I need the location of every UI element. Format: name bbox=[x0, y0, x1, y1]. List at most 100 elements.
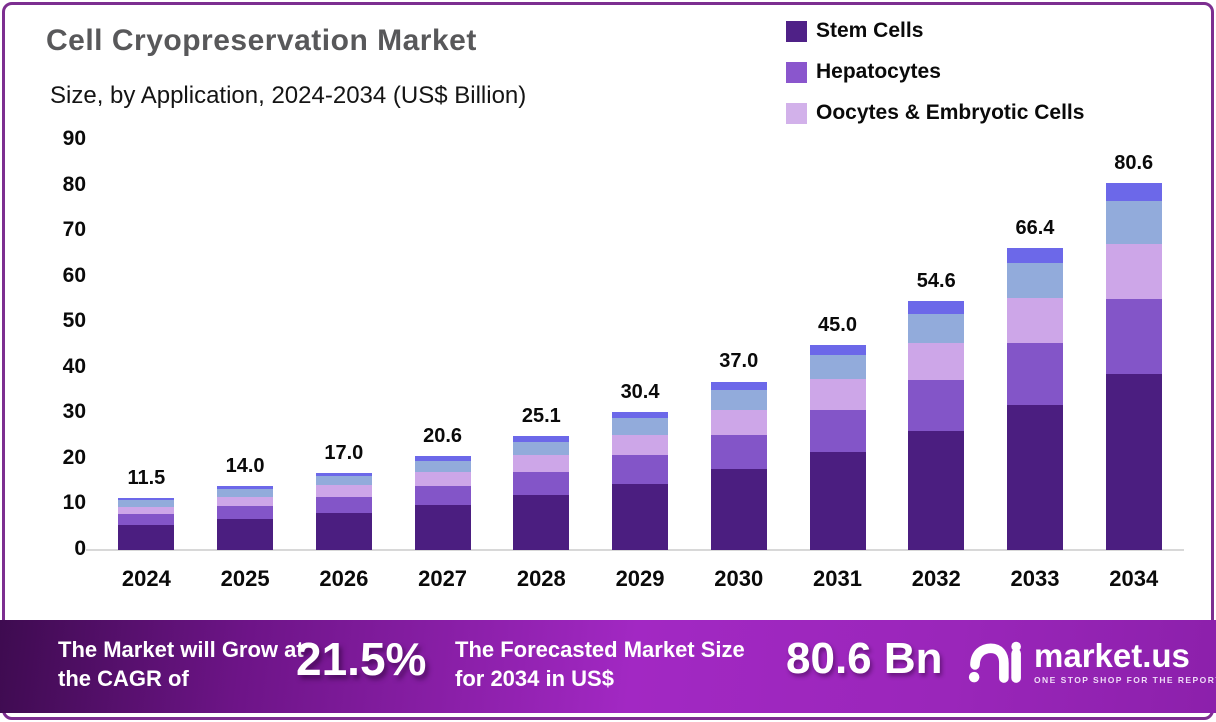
y-tick-label: 70 bbox=[62, 218, 86, 242]
bar-segment bbox=[315, 496, 372, 513]
bar-segment bbox=[908, 313, 965, 343]
legend-label: Hepatocytes bbox=[816, 60, 941, 83]
bar-segment bbox=[1105, 373, 1162, 550]
bar-segment bbox=[809, 451, 866, 550]
bar-segment bbox=[513, 495, 570, 550]
bar-column-2025: 14.0 bbox=[196, 140, 295, 550]
bar-segment bbox=[710, 434, 767, 469]
cagr-value: 21.5% bbox=[296, 633, 427, 685]
bar-segment bbox=[908, 342, 965, 380]
bar-segment bbox=[315, 512, 372, 550]
bar-segment bbox=[1105, 244, 1162, 299]
x-tick-label: 2029 bbox=[615, 566, 665, 591]
bar-segment bbox=[315, 485, 372, 497]
bar-segment bbox=[513, 441, 570, 456]
bar-total-label: 45.0 bbox=[818, 314, 857, 336]
legend-item: Oocytes & Embryotic Cells bbox=[786, 101, 1085, 124]
y-tick-label: 30 bbox=[62, 400, 86, 424]
y-tick-label: 0 bbox=[74, 537, 86, 560]
bar-total-label: 14.0 bbox=[225, 455, 265, 478]
bar-segment bbox=[414, 504, 471, 550]
y-tick-label: 40 bbox=[62, 354, 86, 378]
y-tick-label: 50 bbox=[62, 309, 86, 333]
legend: Stem Cells Hepatocytes Oocytes & Embryotic… bbox=[786, 19, 1085, 143]
brand-name: market.us bbox=[1034, 637, 1190, 674]
x-tick-label: 2034 bbox=[1109, 566, 1159, 591]
bar-segment bbox=[118, 524, 175, 550]
bar-segment bbox=[1105, 201, 1162, 245]
forecast-label: The Forecasted Market Size for 2034 in U… bbox=[455, 637, 745, 691]
bar-column-2033: 66.4 bbox=[986, 140, 1085, 550]
bar-segment bbox=[809, 379, 866, 410]
stacked-bar bbox=[315, 472, 372, 550]
stacked-bar bbox=[217, 486, 274, 550]
bar-segment bbox=[809, 345, 866, 356]
bar-segment bbox=[710, 409, 767, 435]
bar-segment bbox=[710, 389, 767, 410]
x-tick-label: 2032 bbox=[911, 566, 961, 591]
stacked-bar bbox=[1105, 182, 1162, 550]
bar-total-label: 54.6 bbox=[916, 270, 956, 293]
stacked-bar bbox=[908, 301, 965, 550]
x-tick-label: 2025 bbox=[220, 566, 270, 591]
legend-item: Hepatocytes bbox=[786, 60, 1084, 83]
stacked-bar bbox=[1006, 247, 1063, 550]
stacked-bar bbox=[118, 497, 175, 550]
stacked-bar bbox=[710, 381, 767, 550]
bar-segment bbox=[710, 468, 767, 550]
bar-total-label: 17.0 bbox=[324, 441, 364, 464]
legend-swatch bbox=[786, 102, 807, 124]
bar-column-2032: 54.6 bbox=[887, 140, 986, 550]
bar-segment bbox=[217, 496, 274, 507]
bar-total-label: 37.0 bbox=[719, 350, 759, 373]
bar-segment bbox=[513, 472, 570, 496]
bar-segment bbox=[1006, 342, 1063, 405]
stacked-bar bbox=[809, 345, 866, 550]
bar-segment bbox=[217, 486, 274, 490]
bar-segment bbox=[217, 519, 274, 550]
bar-total-label: 11.5 bbox=[127, 466, 166, 489]
x-tick-label: 2033 bbox=[1010, 566, 1060, 591]
bar-segment bbox=[118, 500, 175, 507]
stacked-bar bbox=[612, 411, 669, 550]
bar-column-2028: 25.1 bbox=[492, 140, 591, 550]
bar-segment bbox=[118, 497, 175, 501]
brand-tagline: ONE STOP SHOP FOR THE REPORTS bbox=[1034, 675, 1216, 685]
legend-swatch bbox=[786, 20, 807, 42]
bar-column-2026: 17.0 bbox=[294, 140, 393, 550]
bar-segment bbox=[1105, 182, 1162, 202]
forecast-value: 80.6 Bn bbox=[786, 634, 943, 683]
bar-total-label: 25.1 bbox=[521, 404, 561, 427]
x-tick-label: 2030 bbox=[714, 566, 764, 591]
bar-segment bbox=[1105, 298, 1162, 374]
x-axis-labels: 2024 2025 2026 2027 2028 2029 2030 2031 2032 2033… bbox=[97, 566, 1183, 592]
cagr-label: The Market will Grow at the CAGR of bbox=[58, 637, 304, 691]
bar-total-label: 80.6 bbox=[1114, 151, 1154, 174]
x-axis-line bbox=[86, 549, 1184, 551]
bar-column-2024: 11.5 bbox=[97, 140, 196, 550]
bar-segment bbox=[612, 434, 669, 456]
legend-label: Stem Cells bbox=[816, 19, 924, 42]
bar-segment bbox=[1006, 404, 1063, 550]
bar-segment bbox=[118, 514, 175, 525]
bar-segment bbox=[612, 411, 669, 419]
x-tick-label: 2024 bbox=[121, 566, 171, 591]
legend-swatch bbox=[786, 61, 807, 83]
x-tick-label: 2027 bbox=[418, 566, 468, 591]
bar-segment bbox=[1006, 262, 1063, 299]
plot-area: 11.5 14.0 17.0 20.6 25.1 30.4 37.0 45.0 54.6 66.4… bbox=[97, 140, 1183, 550]
legend-item: Stem Cells bbox=[786, 19, 1084, 42]
footer-banner: The Market will Grow at the CAGR of 21.5… bbox=[0, 620, 1216, 713]
x-tick-label: 2026 bbox=[319, 566, 369, 591]
bar-segment bbox=[908, 430, 965, 550]
bar-segment bbox=[414, 460, 471, 472]
legend-label: Oocytes & Embryotic Cells bbox=[816, 101, 1085, 124]
bar-segment bbox=[612, 483, 669, 550]
page-title: Cell Cryopreservation Market bbox=[46, 24, 477, 57]
bar-segment bbox=[1006, 247, 1063, 263]
bar-column-2027: 20.6 bbox=[393, 140, 492, 550]
y-tick-label: 60 bbox=[62, 263, 86, 287]
stacked-bar bbox=[513, 435, 570, 550]
bar-segment bbox=[809, 355, 866, 380]
